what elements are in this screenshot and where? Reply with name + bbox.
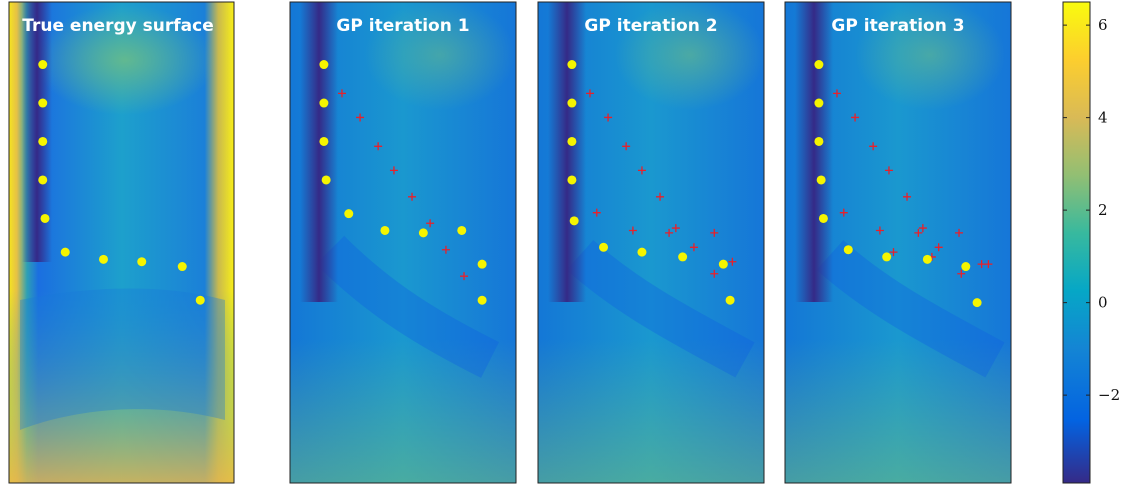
cross-marker (875, 226, 884, 235)
cross-marker (957, 269, 966, 278)
cross-marker (460, 272, 469, 281)
point-marker (38, 98, 48, 108)
point-marker (637, 247, 647, 257)
cross-marker (408, 192, 417, 201)
panel-title: GP iteration 1 (336, 16, 469, 36)
cross-marker (889, 248, 898, 257)
panel-gp-iteration-2: GP iteration 2 (537, 0, 765, 484)
colorbar: 6 4 2 0 −2 (1062, 1, 1120, 484)
panel-title: GP iteration 3 (831, 16, 964, 36)
cross-marker (728, 257, 737, 266)
point-marker (814, 60, 824, 70)
cross-marker (656, 192, 665, 201)
point-marker (321, 175, 331, 185)
point-marker (567, 98, 577, 108)
point-marker (60, 247, 70, 257)
cross-marker (710, 269, 719, 278)
point-marker (344, 209, 354, 219)
point-marker (319, 136, 329, 146)
cross-marker (977, 260, 986, 269)
cross-marker (689, 243, 698, 252)
point-marker (38, 175, 48, 185)
point-marker (972, 298, 982, 308)
point-marker (922, 254, 932, 264)
point-marker (457, 225, 467, 235)
point-marker (816, 175, 826, 185)
cross-marker (637, 166, 646, 175)
point-marker (137, 257, 147, 267)
point-marker (418, 228, 428, 238)
cross-marker (984, 260, 993, 269)
point-marker (725, 295, 735, 305)
cross-marker (839, 208, 848, 217)
point-marker (319, 60, 329, 70)
point-marker (177, 262, 187, 272)
point-marker (380, 225, 390, 235)
point-marker (38, 136, 48, 146)
cross-marker (671, 224, 680, 233)
cross-marker (665, 228, 674, 237)
cross-marker (914, 228, 923, 237)
panel-gp-iteration-3: GP iteration 3 (784, 0, 1012, 484)
cross-marker (903, 192, 912, 201)
cross-marker (884, 166, 893, 175)
point-marker (814, 136, 824, 146)
cross-marker (604, 113, 613, 122)
cross-marker (441, 245, 450, 254)
cross-marker (592, 208, 601, 217)
point-marker (38, 60, 48, 70)
cross-marker (622, 142, 631, 151)
cross-marker (374, 142, 383, 151)
cross-marker (710, 228, 719, 237)
cross-marker (955, 228, 964, 237)
cross-marker (628, 226, 637, 235)
cross-marker (934, 243, 943, 252)
point-marker (99, 254, 108, 264)
point-marker (882, 252, 892, 262)
colorbar-tick-label: −2 (1098, 386, 1120, 404)
point-marker (477, 295, 487, 305)
colorbar-tick-label: 2 (1098, 201, 1108, 219)
point-marker (477, 259, 487, 269)
colorbar-tick-label: 4 (1098, 109, 1108, 127)
cross-marker (832, 89, 841, 98)
cross-marker (869, 142, 878, 151)
panel-title: True energy surface (22, 16, 213, 36)
colorbar-tick-label: 0 (1098, 294, 1108, 312)
colorbar-gradient (1062, 1, 1091, 484)
point-marker (567, 60, 577, 70)
point-marker (569, 216, 579, 226)
cross-marker (356, 113, 365, 122)
point-marker (567, 175, 577, 185)
point-marker (195, 295, 205, 305)
panel-title: GP iteration 2 (584, 16, 717, 36)
point-marker (843, 245, 853, 255)
point-marker (599, 242, 609, 252)
panel-gp-iteration-1: GP iteration 1 (289, 0, 517, 484)
markers-layer (38, 60, 993, 308)
cross-marker (585, 89, 594, 98)
point-marker (961, 262, 971, 272)
point-marker (814, 98, 824, 108)
cross-marker (389, 166, 398, 175)
colorbar-tick-label: 6 (1098, 16, 1108, 34)
cross-marker (337, 89, 346, 98)
point-marker (567, 136, 577, 146)
colorbar-ticks: 6 4 2 0 −2 (1063, 16, 1120, 404)
cross-marker (426, 219, 435, 228)
point-marker (319, 98, 329, 108)
point-marker (818, 213, 828, 223)
cross-marker (918, 224, 927, 233)
point-marker (678, 252, 688, 262)
point-marker (40, 213, 50, 223)
panel-true-energy-surface: True energy surface (8, 1, 235, 484)
point-marker (718, 259, 728, 269)
cross-marker (851, 113, 860, 122)
